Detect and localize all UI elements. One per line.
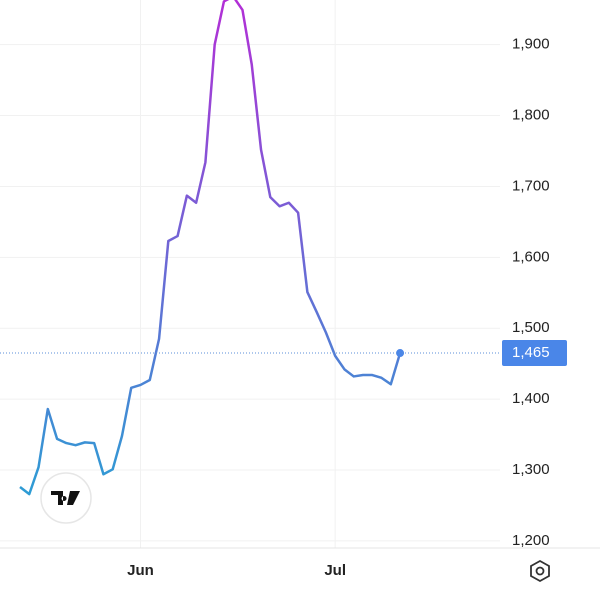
y-tick-label: 1,500 — [512, 319, 550, 336]
x-tick-label: Jul — [324, 562, 346, 579]
plot — [19, 0, 405, 496]
logo[interactable] — [40, 472, 92, 524]
last-point — [396, 349, 405, 358]
y-axis: 1,200 1,300 1,400 1,500 1,600 1,700 1,800 1,900 — [512, 36, 550, 549]
x-axis: Jun Jul — [127, 562, 346, 579]
last-value-box — [502, 340, 567, 367]
y-tick-label: 1,400 — [512, 390, 550, 407]
y-tick-label: 1,900 — [512, 36, 550, 53]
y-tick-label: 1,800 — [512, 107, 550, 124]
grid — [0, 0, 500, 548]
y-tick-label: 1,200 — [512, 532, 550, 549]
x-tick-label: Jun — [127, 562, 154, 579]
y-tick-label: 1,700 — [512, 177, 550, 194]
settings-icon[interactable] — [530, 559, 550, 583]
last-value-label: 1,465 — [512, 344, 550, 361]
price-line — [19, 0, 402, 496]
y-tick-label: 1,300 — [512, 461, 550, 478]
y-tick-label: 1,600 — [512, 248, 550, 265]
